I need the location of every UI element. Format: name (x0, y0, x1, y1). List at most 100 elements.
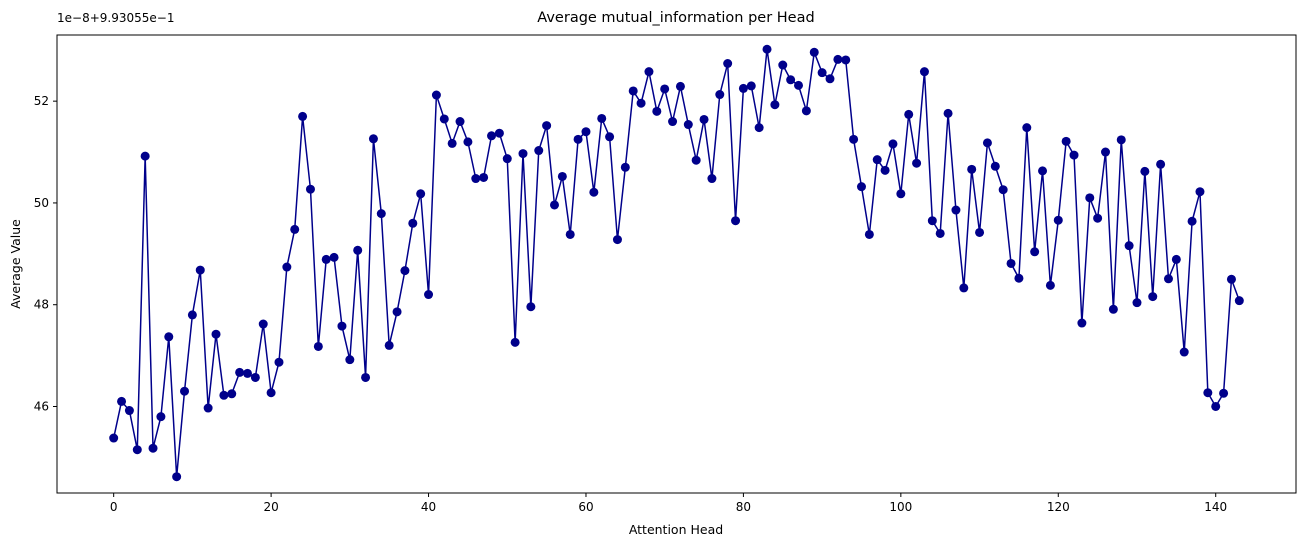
data-point (573, 134, 583, 144)
data-point (904, 109, 914, 119)
data-point (731, 216, 741, 226)
data-point (510, 337, 520, 347)
data-point (549, 200, 559, 210)
data-series (112, 48, 1241, 478)
data-point (794, 80, 804, 90)
data-point (1077, 318, 1087, 328)
data-point (612, 235, 622, 245)
data-point (746, 81, 756, 91)
data-point (1156, 159, 1166, 169)
data-point (439, 114, 449, 124)
data-point (235, 367, 245, 377)
data-point (1093, 213, 1103, 223)
data-point (817, 68, 827, 78)
data-point (1061, 136, 1071, 146)
data-point (935, 228, 945, 238)
data-point (919, 67, 929, 77)
data-point (172, 472, 182, 482)
data-point (1014, 273, 1024, 283)
data-point (518, 149, 528, 159)
data-point (762, 44, 772, 54)
data-point (809, 47, 819, 57)
data-point (274, 357, 284, 367)
data-point (424, 290, 434, 300)
data-point (1030, 247, 1040, 257)
data-point (242, 368, 252, 378)
data-point (1101, 147, 1111, 157)
data-point (880, 165, 890, 175)
chart-title: Average mutual_information per Head (537, 10, 814, 26)
data-point (455, 117, 465, 127)
data-point (502, 154, 512, 164)
data-point (290, 224, 300, 234)
data-point (864, 229, 874, 239)
data-point (109, 433, 119, 443)
data-point (117, 396, 127, 406)
data-point (266, 388, 276, 398)
data-point (786, 75, 796, 85)
data-point (833, 54, 843, 64)
data-point (738, 83, 748, 93)
data-point (250, 372, 260, 382)
data-point (487, 131, 497, 141)
data-point (628, 86, 638, 96)
data-point (636, 98, 646, 108)
data-point (597, 113, 607, 123)
data-point (849, 134, 859, 144)
data-point (605, 132, 615, 142)
data-point (723, 59, 733, 68)
data-point (392, 307, 402, 317)
data-point (1211, 401, 1221, 411)
data-point (345, 355, 355, 365)
data-point (1187, 216, 1197, 226)
data-point (620, 162, 630, 172)
data-point (856, 182, 866, 192)
data-point (967, 164, 977, 174)
data-point (1108, 304, 1118, 314)
x-tick-label: 120 (1047, 500, 1070, 514)
x-axis-label: Attention Head (629, 522, 723, 537)
data-point (1085, 193, 1095, 203)
x-tick-label: 140 (1204, 500, 1227, 514)
data-point (982, 138, 992, 148)
data-point (305, 184, 315, 194)
data-point (872, 155, 882, 165)
data-point (1219, 388, 1229, 398)
series-line (112, 48, 1241, 478)
data-point (770, 100, 780, 110)
data-point (975, 227, 985, 237)
data-point (258, 319, 268, 329)
data-point (187, 310, 197, 320)
data-point (124, 406, 134, 416)
data-point (321, 254, 331, 264)
data-point (801, 106, 811, 116)
data-point (313, 341, 323, 351)
data-point (337, 321, 347, 331)
data-point (227, 389, 237, 399)
data-point (1234, 296, 1244, 306)
data-point (1140, 166, 1150, 176)
data-point (990, 161, 1000, 171)
data-point (479, 172, 489, 182)
data-point (384, 340, 394, 350)
data-point (526, 302, 536, 312)
data-point (1195, 187, 1205, 197)
data-point (282, 262, 292, 272)
data-point (1124, 241, 1134, 251)
data-point (778, 60, 788, 70)
data-point (195, 265, 205, 275)
data-point (683, 120, 693, 130)
data-point (943, 108, 953, 118)
x-tick-label: 60 (578, 500, 593, 514)
data-point (180, 386, 190, 396)
data-point (148, 443, 158, 453)
data-point (542, 121, 552, 131)
data-point (841, 55, 851, 65)
data-point (1022, 123, 1032, 133)
x-tick-label: 100 (889, 500, 912, 514)
data-point (668, 117, 678, 127)
data-point (156, 412, 166, 422)
data-point (329, 252, 339, 262)
data-point (1038, 166, 1048, 176)
data-point (376, 209, 386, 219)
